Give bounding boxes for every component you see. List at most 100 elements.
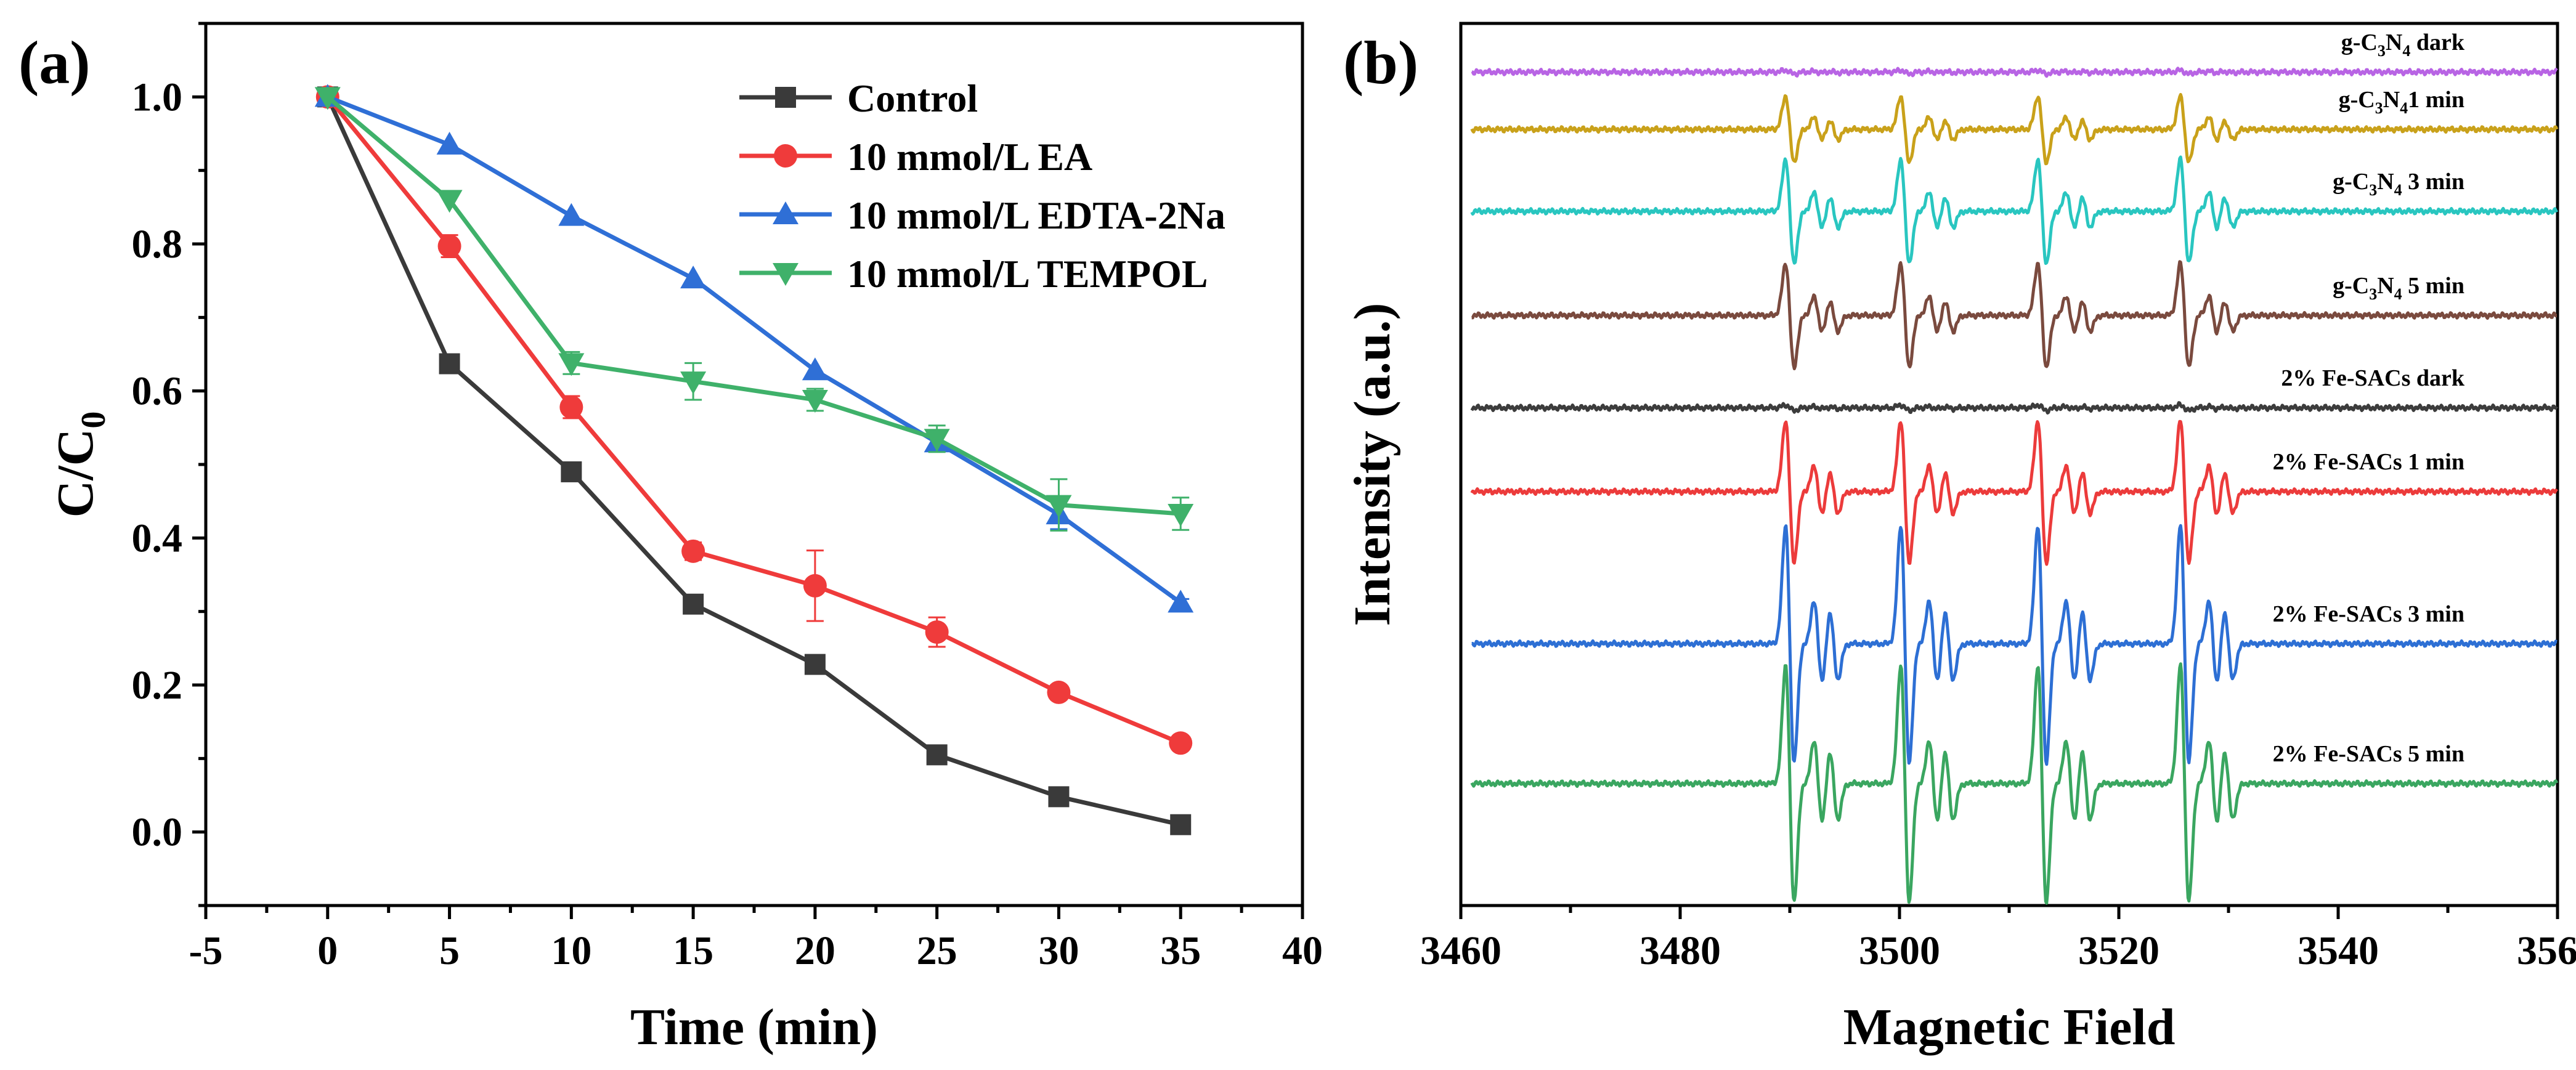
legend-item: 10 mmol/L EA <box>739 135 1092 179</box>
epr-trace-line <box>1471 524 2558 766</box>
data-point <box>439 353 460 375</box>
epr-trace-6: 2% Fe-SACs 1 min <box>1470 419 2558 566</box>
y-axis-title-b: Intensity (a.u.) <box>1344 302 1401 626</box>
label-part: dark <box>2410 30 2465 55</box>
y-tick-label-a: 0.6 <box>132 369 183 414</box>
epr-trace-line <box>1470 92 2559 166</box>
epr-trace-line <box>1471 67 2558 78</box>
y-tick-label-a: 0.2 <box>132 663 183 708</box>
legend-a: Control 10 mmol/L EA 10 mmol/L EDTA-2Na 10 … <box>739 76 1225 296</box>
data-point <box>680 371 707 395</box>
legend-item: Control <box>739 76 978 120</box>
x-tick-label-a: 35 <box>1160 928 1201 973</box>
epr-trace-7: 2% Fe-SACs 3 min <box>1471 524 2558 766</box>
y-axis-title-main: C/C <box>47 429 104 518</box>
legend-marker <box>773 201 798 224</box>
series-line <box>327 95 1182 605</box>
label-part: 5 min <box>2402 273 2464 299</box>
label-part: g-C <box>2333 273 2369 299</box>
x-axis-title-a: Time (min) <box>630 999 878 1056</box>
y-tick-label-a: 0.4 <box>132 516 183 561</box>
label-subscript: 4 <box>2394 181 2402 199</box>
label-subscript: 3 <box>2369 285 2377 303</box>
series-10-mmol-l-ea <box>315 85 1193 755</box>
epr-trace-line <box>1471 260 2558 371</box>
epr-trace-8: 2% Fe-SACs 5 min <box>1470 662 2559 905</box>
y-tick-label-a: 0.8 <box>132 222 183 267</box>
x-tick-label-b: 3460 <box>1420 928 1501 973</box>
y-axis-title-a: C/C0 <box>47 411 113 518</box>
y-axis-title-sub: 0 <box>75 411 113 429</box>
epr-trace-label: 2% Fe-SACs 3 min <box>2273 601 2464 627</box>
epr-trace-4: g-C3N4 5 min <box>1471 260 2558 371</box>
data-point <box>314 87 341 110</box>
legend-item: 10 mmol/L EDTA-2Na <box>739 193 1225 237</box>
data-point <box>1170 814 1192 835</box>
x-tick-label-a: 10 <box>551 928 591 973</box>
data-point <box>561 461 582 482</box>
panel-label-a: (a) <box>18 28 91 97</box>
data-point <box>1168 590 1194 613</box>
data-point <box>558 353 585 376</box>
y-tick-label-a: 0.0 <box>132 810 183 855</box>
x-tick-label-a: -5 <box>189 928 223 973</box>
label-part: 1 min <box>2408 87 2464 113</box>
series-line <box>326 95 1181 516</box>
legend-label: 10 mmol/L EDTA-2Na <box>847 193 1225 237</box>
panel-label-b: (b) <box>1343 28 1418 97</box>
epr-trace-label: g-C3N41 min <box>2339 87 2464 117</box>
label-subscript: 4 <box>2402 42 2410 60</box>
x-tick-label-b: 3500 <box>1859 928 1940 973</box>
label-part: N <box>2386 30 2402 55</box>
label-part: N <box>2377 273 2394 299</box>
data-point <box>436 190 463 213</box>
data-point <box>926 744 948 766</box>
panel-a: (a) -5 0 5 10 15 20 25 30 35 40 0.0 0.2 0.4 0.6 0.8 1.0… <box>18 22 1323 1056</box>
x-tick-label-a: 0 <box>317 928 338 973</box>
epr-trace-label: 2% Fe-SACs 5 min <box>2273 741 2464 767</box>
series-line <box>326 95 1182 745</box>
epr-trace-label: g-C3N4 3 min <box>2333 169 2464 199</box>
series-group-a <box>314 84 1194 835</box>
data-point <box>803 574 827 598</box>
x-tick-label-b: 3560 <box>2517 928 2576 973</box>
epr-trace-label: 2% Fe-SACs dark <box>2281 365 2465 391</box>
label-part: 3 min <box>2402 169 2464 195</box>
legend-item: 10 mmol/L TEMPOL <box>739 252 1208 296</box>
legend-label: 10 mmol/L TEMPOL <box>847 252 1208 296</box>
epr-trace-label: g-C3N4 dark <box>2341 30 2465 60</box>
series-control <box>317 86 1192 835</box>
legend-marker <box>774 144 797 168</box>
epr-trace-2: g-C3N41 min <box>1470 87 2559 166</box>
epr-trace-line <box>1470 662 2559 905</box>
label-part: N <box>2377 169 2394 195</box>
x-tick-label-b: 3520 <box>2078 928 2160 973</box>
data-point <box>680 265 707 289</box>
data-point <box>683 593 704 615</box>
legend-label: 10 mmol/L EA <box>847 135 1092 179</box>
label-part: g-C <box>2341 30 2378 55</box>
series-line <box>325 95 1182 827</box>
data-point <box>437 234 461 258</box>
legend-marker <box>775 87 796 108</box>
data-point <box>1168 503 1194 527</box>
epr-trace-label: 2% Fe-SACs 1 min <box>2273 449 2464 475</box>
label-part: g-C <box>2339 87 2375 113</box>
x-tick-label-a: 30 <box>1038 928 1079 973</box>
label-subscript: 3 <box>2375 99 2383 117</box>
x-tick-label-a: 20 <box>795 928 835 973</box>
label-subscript: 4 <box>2400 99 2408 117</box>
epr-trace-5: 2% Fe-SACs dark <box>1470 365 2559 415</box>
data-point <box>924 429 950 452</box>
data-point <box>681 539 705 563</box>
x-tick-label-a: 25 <box>917 928 957 973</box>
label-subscript: 3 <box>2378 42 2386 60</box>
epr-trace-line <box>1470 419 2558 566</box>
axis-ticks-b: 3460 3480 3500 3520 3540 3560 <box>1420 906 2576 973</box>
data-point <box>436 131 463 155</box>
epr-trace-line <box>1470 155 2559 265</box>
label-part: N <box>2383 87 2400 113</box>
epr-trace-3: g-C3N4 3 min <box>1470 155 2559 265</box>
x-tick-label-b: 3480 <box>1639 928 1721 973</box>
